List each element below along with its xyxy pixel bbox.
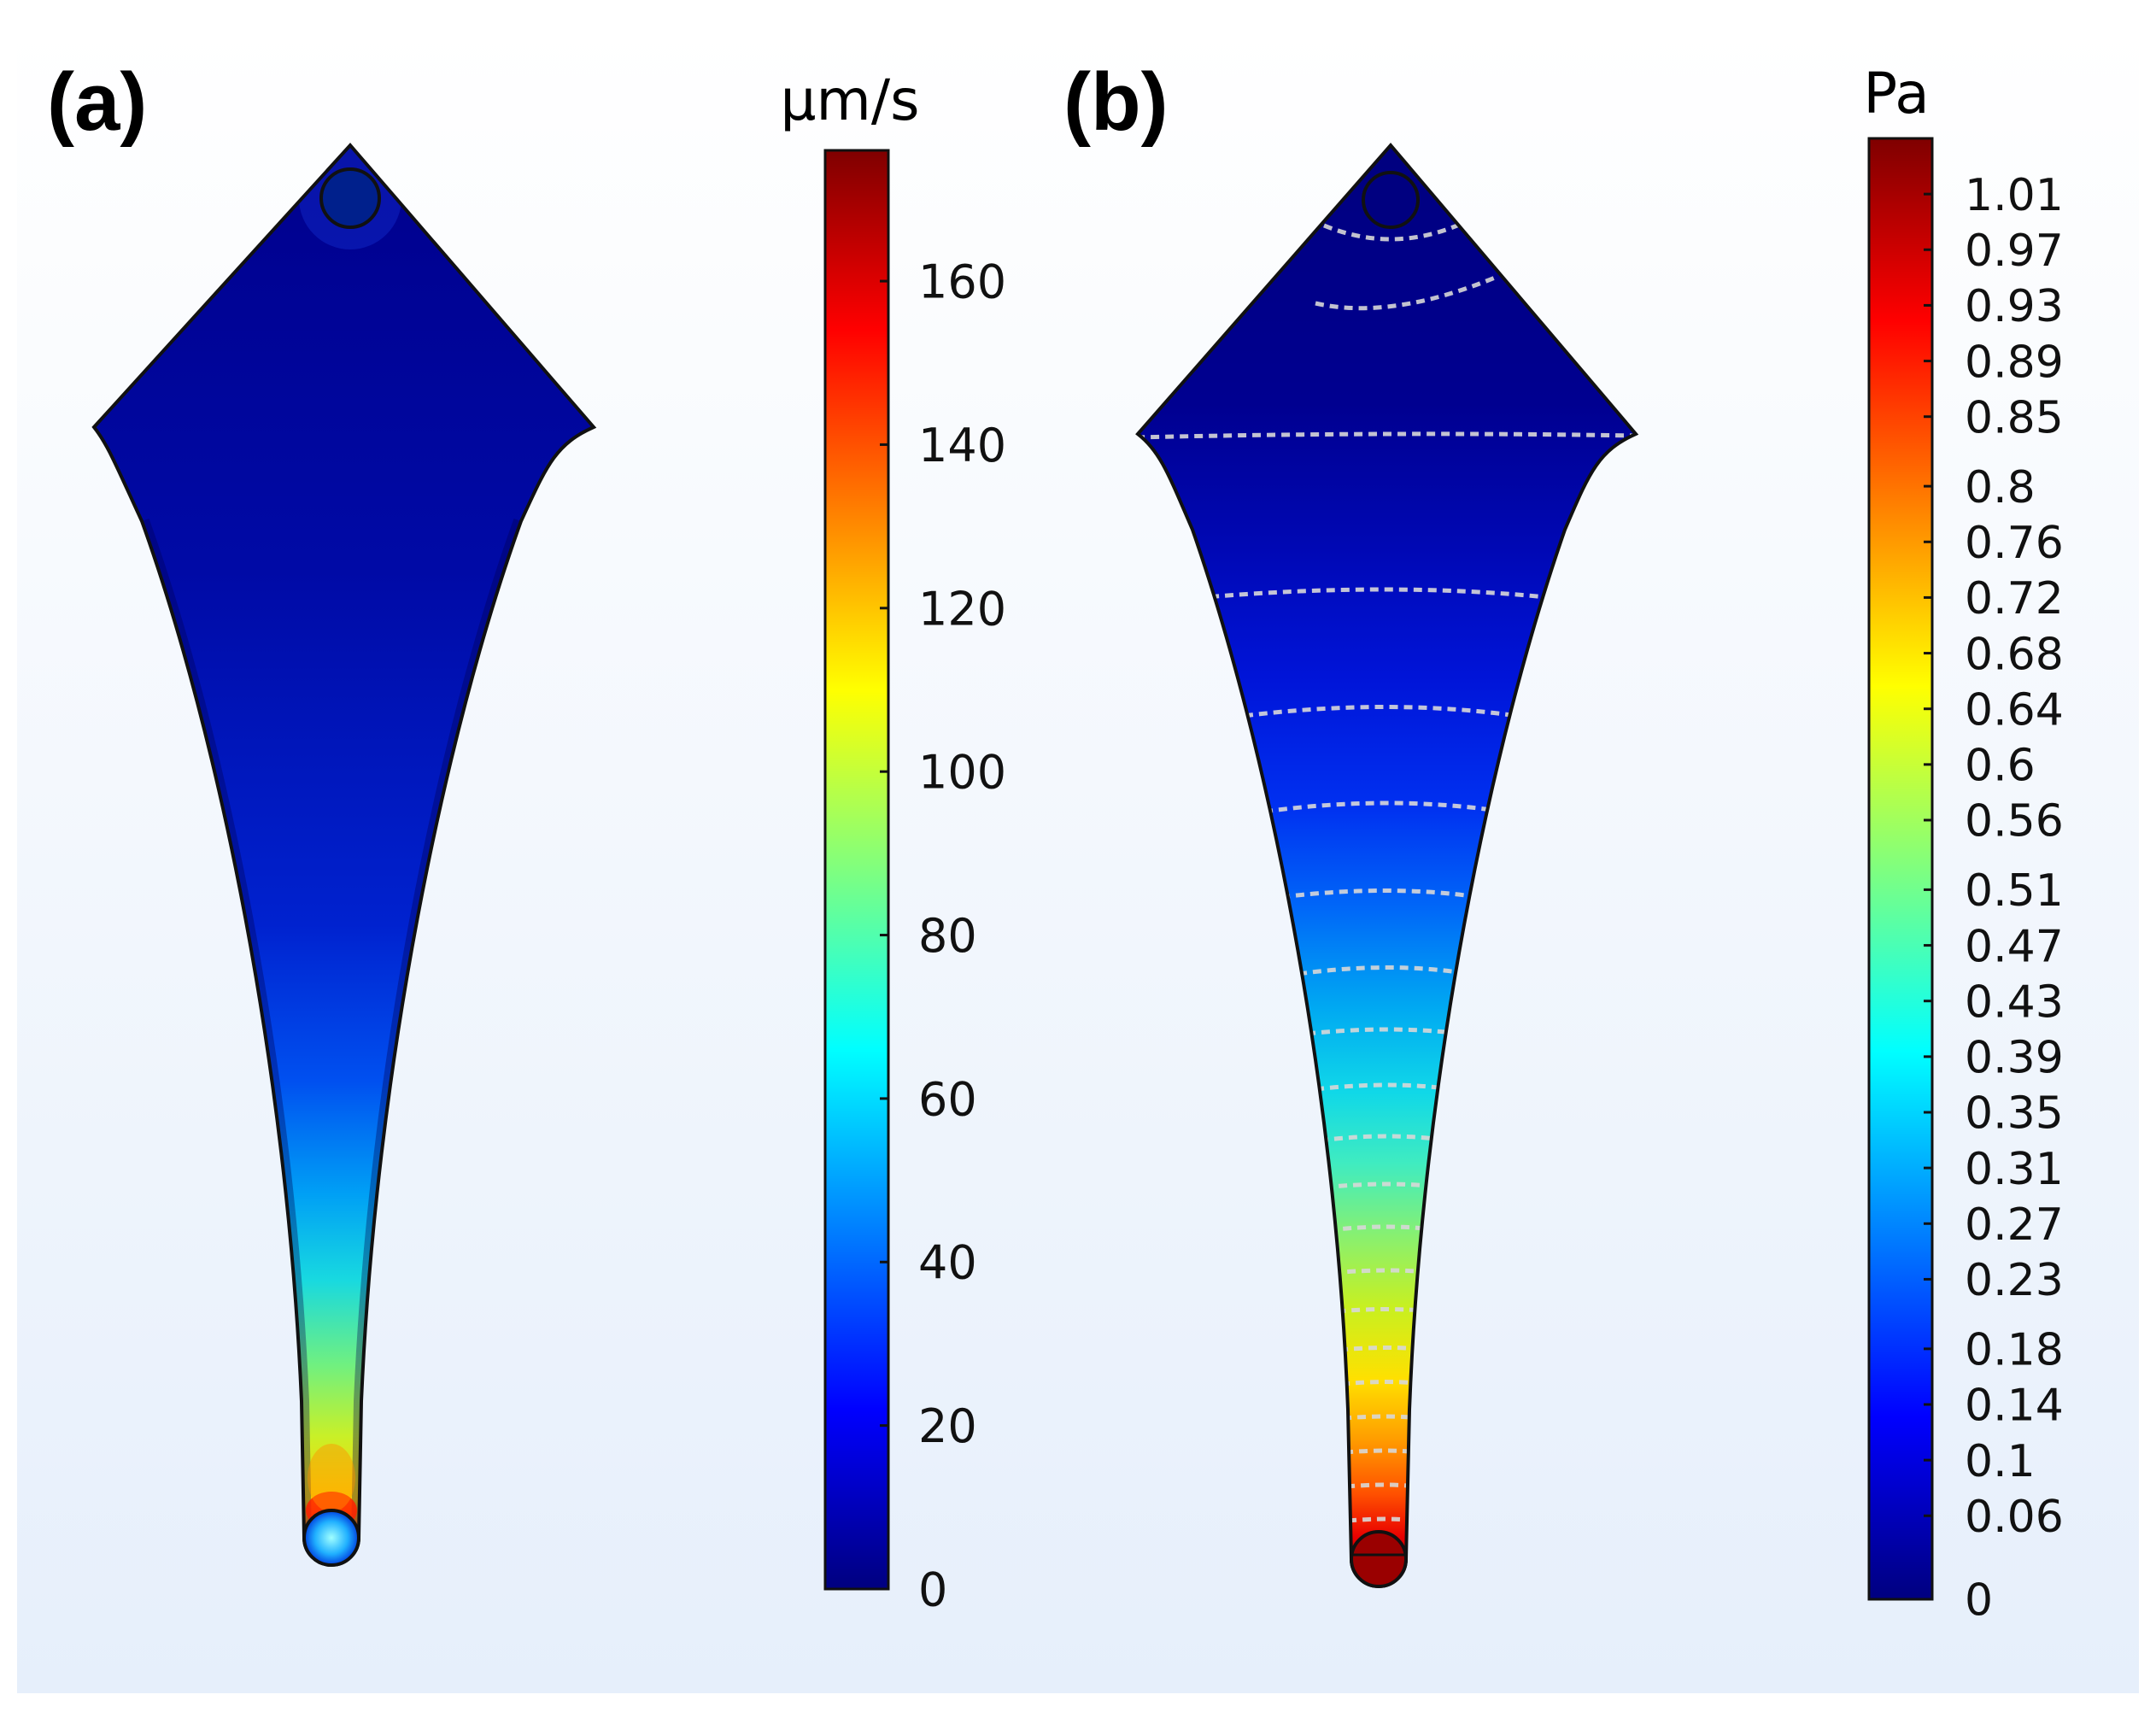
- colorbar-b-tick-label: 0.14: [1965, 1381, 2064, 1432]
- colorbar-a-tick-label: 160: [918, 255, 1006, 309]
- colorbar-b-tick-label: 0: [1965, 1575, 1993, 1627]
- colorbar-b-tick-label: 0.76: [1965, 518, 2064, 569]
- colorbar-b-tick-label: 0.6: [1965, 741, 2036, 792]
- colorbar-a-ticks: 0 20 40 60 80 100 120 140 160: [880, 255, 1006, 1616]
- colorbar-a-tick-label: 80: [918, 909, 977, 963]
- colorbar-b-tick-label: 0.31: [1965, 1144, 2064, 1195]
- colorbar-b-tick-label: 0.39: [1965, 1033, 2064, 1084]
- colorbar-b-tick-label: 0.56: [1965, 796, 2064, 847]
- colorbar-a-tick-label: 0: [918, 1563, 947, 1616]
- outlet-port-b: [1350, 1530, 1408, 1588]
- panel-b: (b): [1063, 56, 2064, 1627]
- colorbar-b-unit: Pa: [1863, 61, 1929, 126]
- colorbar-a-tick-label: 120: [918, 582, 1006, 636]
- inlet-port-a: [319, 167, 381, 229]
- colorbar-b-tick-label: 0.43: [1965, 976, 2064, 1028]
- outlet-port-a: [302, 1509, 360, 1567]
- colorbar-a-unit: μm/s: [781, 67, 920, 133]
- colorbar-b-tick-label: 0.51: [1965, 865, 2064, 917]
- colorbar-a-tick-label: 20: [918, 1399, 977, 1453]
- colorbar-a-tick-label: 60: [918, 1072, 977, 1126]
- colorbar-b-tick-label: 0.35: [1965, 1088, 2064, 1140]
- colorbar-b-tick-label: 0.23: [1965, 1255, 2064, 1306]
- colorbar-a-tick-label: 140: [918, 419, 1006, 472]
- panel-a: (a) μm/s 0 20 40 60 80 100 120 140 160: [47, 56, 1006, 1616]
- colorbar-b-tick-label: 0.68: [1965, 629, 2064, 680]
- colorbar-b-tick-label: 0.85: [1965, 392, 2064, 443]
- colorbar-b-tick-label: 0.8: [1965, 462, 2036, 513]
- colorbar-b-tick-label: 0.93: [1965, 281, 2064, 332]
- colorbar-b: [1867, 137, 1934, 1601]
- colorbar-b-tick-label: 1.01: [1965, 170, 2064, 221]
- panel-b-label: (b): [1063, 56, 1169, 148]
- colorbar-b-tick-label: 0.27: [1965, 1199, 2064, 1251]
- colorbar-b-tick-label: 0.89: [1965, 337, 2064, 388]
- colorbar-b-tick-label: 0.72: [1965, 573, 2064, 624]
- colorbar-b-ticks: 0 0.060.10.140.18 0.230.270.310.350.390.43…: [1924, 170, 2064, 1627]
- panel-a-label: (a): [47, 56, 147, 148]
- colorbar-a-tick-label: 40: [918, 1236, 977, 1290]
- colorbar-b-tick-label: 0.18: [1965, 1325, 2064, 1376]
- colorbar-a: [823, 149, 890, 1591]
- colorbar-b-tick-label: 0.64: [1965, 684, 2064, 736]
- colorbar-b-tick-label: 0.47: [1965, 921, 2064, 972]
- colorbar-b-tick-label: 0.06: [1965, 1492, 2064, 1543]
- colorbar-a-tick-label: 100: [918, 746, 1006, 800]
- colorbar-b-tick-label: 0.97: [1965, 226, 2064, 277]
- inlet-port-b: [1362, 171, 1420, 229]
- colorbar-b-tick-label: 0.1: [1965, 1436, 2036, 1487]
